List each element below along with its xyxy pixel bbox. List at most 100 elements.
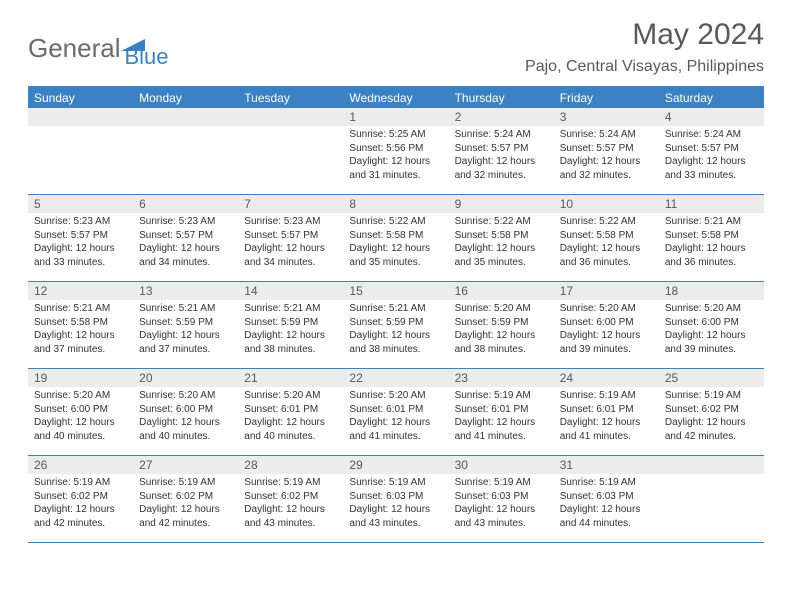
sunset-line: Sunset: 5:58 PM [349,229,442,243]
day-cell: 18Sunrise: 5:20 AMSunset: 6:00 PMDayligh… [659,282,764,368]
day-info: Sunrise: 5:19 AMSunset: 6:01 PMDaylight:… [554,387,659,447]
daylight-line: Daylight: 12 hours and 40 minutes. [139,416,232,443]
weekday-header: Monday [133,88,238,108]
day-number: 20 [133,369,238,387]
sunset-line: Sunset: 5:57 PM [455,142,548,156]
day-number: 10 [554,195,659,213]
day-cell: 9Sunrise: 5:22 AMSunset: 5:58 PMDaylight… [449,195,554,281]
week-row: 1Sunrise: 5:25 AMSunset: 5:56 PMDaylight… [28,108,764,195]
day-number: 13 [133,282,238,300]
day-cell: 24Sunrise: 5:19 AMSunset: 6:01 PMDayligh… [554,369,659,455]
day-number: 18 [659,282,764,300]
sunset-line: Sunset: 6:00 PM [34,403,127,417]
day-info: Sunrise: 5:24 AMSunset: 5:57 PMDaylight:… [659,126,764,186]
day-info: Sunrise: 5:20 AMSunset: 6:00 PMDaylight:… [554,300,659,360]
day-number: 3 [554,108,659,126]
sunset-line: Sunset: 5:58 PM [665,229,758,243]
sunrise-line: Sunrise: 5:21 AM [139,302,232,316]
weekday-header: Wednesday [343,88,448,108]
day-number [133,108,238,126]
day-number: 31 [554,456,659,474]
day-number: 26 [28,456,133,474]
daylight-line: Daylight: 12 hours and 35 minutes. [455,242,548,269]
day-number: 6 [133,195,238,213]
week-row: 19Sunrise: 5:20 AMSunset: 6:00 PMDayligh… [28,369,764,456]
sunset-line: Sunset: 5:58 PM [34,316,127,330]
title-block: May 2024 Pajo, Central Visayas, Philippi… [525,18,764,76]
daylight-line: Daylight: 12 hours and 43 minutes. [455,503,548,530]
sunset-line: Sunset: 6:02 PM [665,403,758,417]
day-cell: 22Sunrise: 5:20 AMSunset: 6:01 PMDayligh… [343,369,448,455]
sunset-line: Sunset: 6:00 PM [560,316,653,330]
day-number: 21 [238,369,343,387]
daylight-line: Daylight: 12 hours and 38 minutes. [349,329,442,356]
sunrise-line: Sunrise: 5:23 AM [139,215,232,229]
day-cell: 16Sunrise: 5:20 AMSunset: 5:59 PMDayligh… [449,282,554,368]
empty-day-cell [238,108,343,194]
day-number: 25 [659,369,764,387]
daylight-line: Daylight: 12 hours and 42 minutes. [665,416,758,443]
sunrise-line: Sunrise: 5:19 AM [349,476,442,490]
week-row: 12Sunrise: 5:21 AMSunset: 5:58 PMDayligh… [28,282,764,369]
day-cell: 26Sunrise: 5:19 AMSunset: 6:02 PMDayligh… [28,456,133,542]
daylight-line: Daylight: 12 hours and 39 minutes. [560,329,653,356]
day-info: Sunrise: 5:19 AMSunset: 6:02 PMDaylight:… [659,387,764,447]
day-info: Sunrise: 5:23 AMSunset: 5:57 PMDaylight:… [28,213,133,273]
sunset-line: Sunset: 5:57 PM [560,142,653,156]
day-info: Sunrise: 5:19 AMSunset: 6:02 PMDaylight:… [238,474,343,534]
day-cell: 10Sunrise: 5:22 AMSunset: 5:58 PMDayligh… [554,195,659,281]
sunrise-line: Sunrise: 5:21 AM [349,302,442,316]
day-cell: 29Sunrise: 5:19 AMSunset: 6:03 PMDayligh… [343,456,448,542]
day-cell: 6Sunrise: 5:23 AMSunset: 5:57 PMDaylight… [133,195,238,281]
sunrise-line: Sunrise: 5:19 AM [455,476,548,490]
weekday-header-row: SundayMondayTuesdayWednesdayThursdayFrid… [28,88,764,108]
sunrise-line: Sunrise: 5:19 AM [665,389,758,403]
day-number: 12 [28,282,133,300]
sunrise-line: Sunrise: 5:19 AM [139,476,232,490]
day-info: Sunrise: 5:21 AMSunset: 5:58 PMDaylight:… [28,300,133,360]
sunset-line: Sunset: 6:01 PM [560,403,653,417]
day-number [28,108,133,126]
day-info: Sunrise: 5:25 AMSunset: 5:56 PMDaylight:… [343,126,448,186]
day-cell: 20Sunrise: 5:20 AMSunset: 6:00 PMDayligh… [133,369,238,455]
day-cell: 27Sunrise: 5:19 AMSunset: 6:02 PMDayligh… [133,456,238,542]
daylight-line: Daylight: 12 hours and 39 minutes. [665,329,758,356]
sunset-line: Sunset: 5:59 PM [455,316,548,330]
sunrise-line: Sunrise: 5:22 AM [349,215,442,229]
day-number [238,108,343,126]
daylight-line: Daylight: 12 hours and 42 minutes. [139,503,232,530]
day-info: Sunrise: 5:19 AMSunset: 6:03 PMDaylight:… [554,474,659,534]
daylight-line: Daylight: 12 hours and 41 minutes. [455,416,548,443]
sunset-line: Sunset: 5:57 PM [665,142,758,156]
sunrise-line: Sunrise: 5:19 AM [244,476,337,490]
day-cell: 2Sunrise: 5:24 AMSunset: 5:57 PMDaylight… [449,108,554,194]
day-cell: 21Sunrise: 5:20 AMSunset: 6:01 PMDayligh… [238,369,343,455]
daylight-line: Daylight: 12 hours and 35 minutes. [349,242,442,269]
weekday-header: Saturday [659,88,764,108]
day-number: 16 [449,282,554,300]
day-number: 1 [343,108,448,126]
day-info: Sunrise: 5:19 AMSunset: 6:02 PMDaylight:… [133,474,238,534]
daylight-line: Daylight: 12 hours and 44 minutes. [560,503,653,530]
day-number: 28 [238,456,343,474]
weekday-header: Sunday [28,88,133,108]
day-info: Sunrise: 5:23 AMSunset: 5:57 PMDaylight:… [133,213,238,273]
day-number: 19 [28,369,133,387]
sunset-line: Sunset: 5:58 PM [560,229,653,243]
sunrise-line: Sunrise: 5:22 AM [455,215,548,229]
weeks-container: 1Sunrise: 5:25 AMSunset: 5:56 PMDaylight… [28,108,764,543]
day-number: 29 [343,456,448,474]
day-cell: 1Sunrise: 5:25 AMSunset: 5:56 PMDaylight… [343,108,448,194]
sunset-line: Sunset: 5:56 PM [349,142,442,156]
calendar: SundayMondayTuesdayWednesdayThursdayFrid… [28,86,764,543]
day-info: Sunrise: 5:21 AMSunset: 5:59 PMDaylight:… [238,300,343,360]
day-number: 11 [659,195,764,213]
daylight-line: Daylight: 12 hours and 38 minutes. [244,329,337,356]
sunrise-line: Sunrise: 5:20 AM [665,302,758,316]
day-number: 14 [238,282,343,300]
day-cell: 30Sunrise: 5:19 AMSunset: 6:03 PMDayligh… [449,456,554,542]
sunrise-line: Sunrise: 5:19 AM [34,476,127,490]
daylight-line: Daylight: 12 hours and 40 minutes. [34,416,127,443]
sunrise-line: Sunrise: 5:20 AM [560,302,653,316]
month-title: May 2024 [525,18,764,52]
